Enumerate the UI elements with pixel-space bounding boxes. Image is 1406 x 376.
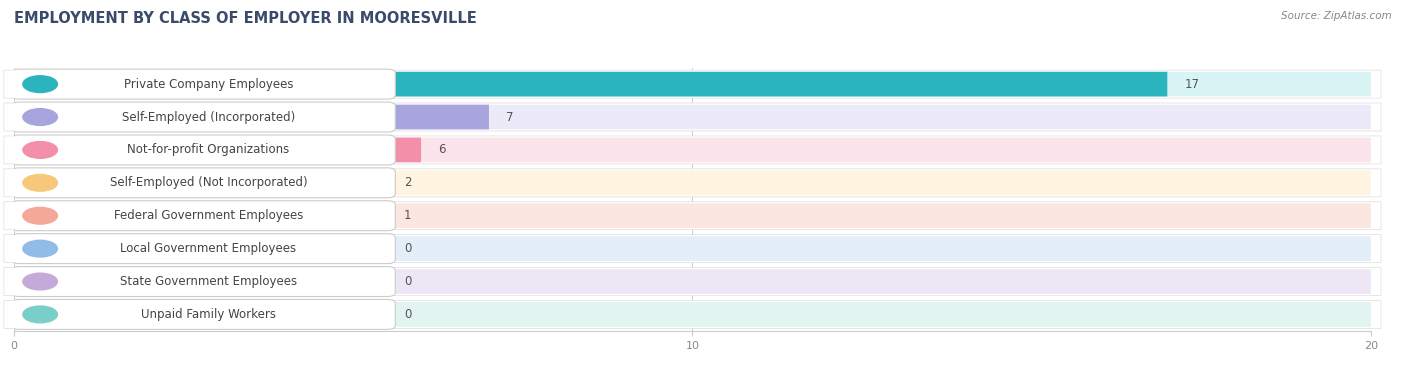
Text: Unpaid Family Workers: Unpaid Family Workers	[141, 308, 276, 321]
FancyBboxPatch shape	[11, 69, 395, 99]
FancyBboxPatch shape	[4, 235, 1381, 262]
FancyBboxPatch shape	[11, 299, 395, 329]
FancyBboxPatch shape	[14, 236, 1371, 261]
FancyBboxPatch shape	[4, 70, 1381, 98]
Text: 2: 2	[404, 176, 412, 190]
FancyBboxPatch shape	[4, 169, 1381, 197]
FancyBboxPatch shape	[14, 269, 1371, 294]
FancyBboxPatch shape	[11, 201, 395, 231]
Text: Not-for-profit Organizations: Not-for-profit Organizations	[128, 143, 290, 156]
Text: 0: 0	[404, 275, 412, 288]
Text: 6: 6	[439, 143, 446, 156]
FancyBboxPatch shape	[14, 105, 489, 129]
Text: State Government Employees: State Government Employees	[120, 275, 297, 288]
FancyBboxPatch shape	[14, 72, 1167, 97]
Circle shape	[22, 174, 58, 191]
FancyBboxPatch shape	[14, 105, 1371, 129]
FancyBboxPatch shape	[4, 136, 1381, 164]
FancyBboxPatch shape	[11, 233, 395, 264]
Text: Source: ZipAtlas.com: Source: ZipAtlas.com	[1281, 11, 1392, 21]
FancyBboxPatch shape	[11, 267, 395, 297]
FancyBboxPatch shape	[11, 135, 395, 165]
FancyBboxPatch shape	[14, 138, 1371, 162]
Text: 1: 1	[404, 209, 412, 222]
Text: 0: 0	[404, 242, 412, 255]
Text: Self-Employed (Not Incorporated): Self-Employed (Not Incorporated)	[110, 176, 308, 190]
Text: 17: 17	[1184, 77, 1199, 91]
Text: Self-Employed (Incorporated): Self-Employed (Incorporated)	[122, 111, 295, 124]
FancyBboxPatch shape	[14, 203, 82, 228]
Circle shape	[22, 207, 58, 224]
FancyBboxPatch shape	[14, 170, 1371, 195]
Circle shape	[22, 76, 58, 92]
FancyBboxPatch shape	[14, 138, 422, 162]
Text: Private Company Employees: Private Company Employees	[124, 77, 294, 91]
Circle shape	[22, 306, 58, 323]
Circle shape	[22, 240, 58, 257]
FancyBboxPatch shape	[11, 168, 395, 198]
FancyBboxPatch shape	[14, 302, 1371, 327]
FancyBboxPatch shape	[14, 203, 1371, 228]
Circle shape	[22, 109, 58, 126]
Circle shape	[22, 273, 58, 290]
FancyBboxPatch shape	[14, 72, 1371, 97]
FancyBboxPatch shape	[4, 202, 1381, 230]
Text: 0: 0	[404, 308, 412, 321]
FancyBboxPatch shape	[4, 300, 1381, 328]
Text: EMPLOYMENT BY CLASS OF EMPLOYER IN MOORESVILLE: EMPLOYMENT BY CLASS OF EMPLOYER IN MOORE…	[14, 11, 477, 26]
Text: 7: 7	[506, 111, 513, 124]
Circle shape	[22, 141, 58, 158]
Text: Local Government Employees: Local Government Employees	[121, 242, 297, 255]
FancyBboxPatch shape	[4, 103, 1381, 131]
Text: Federal Government Employees: Federal Government Employees	[114, 209, 304, 222]
FancyBboxPatch shape	[4, 268, 1381, 296]
FancyBboxPatch shape	[14, 170, 150, 195]
FancyBboxPatch shape	[11, 102, 395, 132]
